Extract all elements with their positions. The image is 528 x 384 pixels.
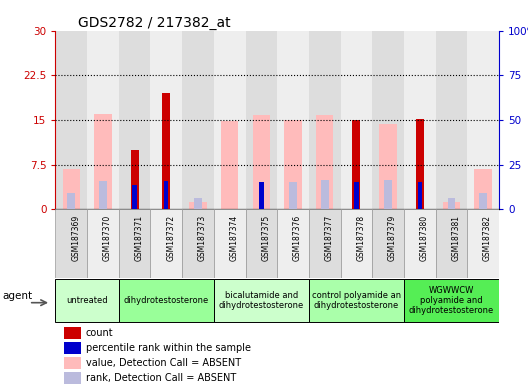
Text: GSM187374: GSM187374 [230,215,239,261]
Text: GSM187380: GSM187380 [420,215,429,261]
Bar [214,209,246,278]
Bar [353,120,360,209]
Bar [277,31,309,209]
Bar [119,209,150,278]
Bar [321,180,328,209]
Bar [150,31,182,209]
Text: GSM187372: GSM187372 [166,215,175,261]
Bar [448,198,455,209]
Bar [214,31,246,209]
Bar [68,193,75,209]
Text: GSM187375: GSM187375 [261,215,270,261]
Bar [214,279,309,322]
Bar [467,209,499,278]
Text: WGWWCW
polyamide and
dihydrotestosterone: WGWWCW polyamide and dihydrotestosterone [409,286,494,315]
Bar [182,31,214,209]
Text: GSM187377: GSM187377 [325,215,334,261]
Bar [436,209,467,278]
Text: count: count [86,328,113,338]
Bar [64,343,81,354]
Bar [94,114,111,209]
Bar [163,93,170,209]
Text: GSM187369: GSM187369 [71,215,80,261]
Bar [55,209,87,278]
Bar [354,182,359,209]
Text: value, Detection Call = ABSENT: value, Detection Call = ABSENT [86,358,241,368]
Bar [404,279,499,322]
Bar [131,150,138,209]
Text: control polyamide an
dihydrotestosterone: control polyamide an dihydrotestosterone [312,291,401,310]
Bar [55,31,87,209]
Bar [309,31,341,209]
Bar [119,31,150,209]
Bar [372,209,404,278]
Bar [467,31,499,209]
Bar [309,279,404,322]
Bar [436,31,467,209]
Bar [164,181,168,209]
Bar [372,31,404,209]
Text: GSM187373: GSM187373 [198,215,207,261]
Text: percentile rank within the sample: percentile rank within the sample [86,343,251,353]
Text: GSM187379: GSM187379 [388,215,397,261]
Text: GSM187371: GSM187371 [135,215,144,261]
Bar [252,115,270,209]
Text: rank, Detection Call = ABSENT: rank, Detection Call = ABSENT [86,373,236,383]
Bar [119,279,214,322]
Bar [284,120,301,209]
Bar [150,209,182,278]
Bar [182,209,214,278]
Text: untreated: untreated [67,296,108,305]
Bar [246,209,277,278]
Bar [277,209,309,278]
Bar [418,182,422,209]
Bar [246,31,277,209]
Text: GSM187376: GSM187376 [293,215,302,261]
Bar [194,198,202,209]
Bar [341,31,372,209]
Bar [404,209,436,278]
Bar [55,279,119,322]
Bar [442,202,460,209]
Text: bicalutamide and
dihydrotestosterone: bicalutamide and dihydrotestosterone [219,291,304,310]
Text: dihydrotestosterone: dihydrotestosterone [124,296,209,305]
Bar [64,328,81,339]
Bar [474,169,492,209]
Text: GSM187382: GSM187382 [483,215,492,261]
Bar [190,202,207,209]
Bar [341,209,372,278]
Bar [379,124,397,209]
Bar [87,31,119,209]
Text: agent: agent [3,291,33,301]
Bar [87,209,119,278]
Bar [479,193,487,209]
Bar [384,180,392,209]
Bar [416,119,423,209]
Bar [309,209,341,278]
Bar [62,169,80,209]
Text: GSM187381: GSM187381 [451,215,460,261]
Bar [316,115,334,209]
Bar [99,181,107,209]
Text: GDS2782 / 217382_at: GDS2782 / 217382_at [78,16,230,30]
Bar [133,185,137,209]
Bar [64,372,81,384]
Bar [259,182,263,209]
Bar [289,182,297,209]
Text: GSM187370: GSM187370 [103,215,112,261]
Text: GSM187378: GSM187378 [356,215,365,261]
Bar [221,121,238,209]
Bar [64,357,81,369]
Bar [404,31,436,209]
